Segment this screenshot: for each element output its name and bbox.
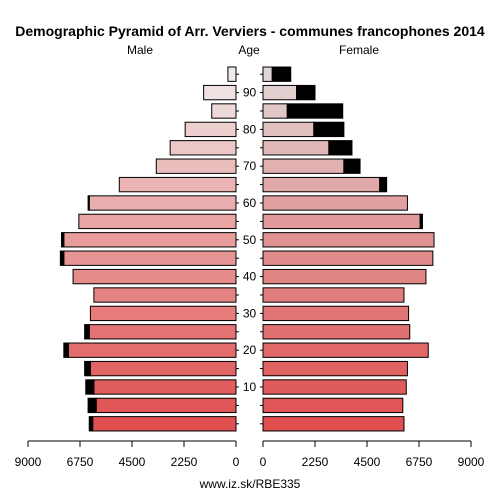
female-bar (262, 158, 345, 174)
female-bar (262, 84, 298, 101)
male-x-tick-label: 2250 (171, 455, 198, 469)
male-excess-bar (59, 250, 65, 266)
female-bar (262, 250, 434, 266)
male-excess-bar (85, 379, 95, 395)
female-excess-bar (313, 121, 345, 138)
female-x-tick-label: 6750 (406, 455, 433, 469)
female-x-tick-label: 2250 (302, 455, 329, 469)
male-bar (118, 176, 237, 193)
male-bar (184, 121, 237, 138)
female-x-tick-label: 0 (260, 455, 267, 469)
male-bar (92, 416, 237, 432)
female-bar (262, 416, 405, 432)
male-bar (89, 360, 237, 377)
male-x-tick-label: 6750 (67, 455, 94, 469)
female-x-tick-label: 4500 (354, 455, 381, 469)
female-bar (262, 140, 330, 156)
female-bars (262, 66, 435, 432)
age-tick-label: 90 (243, 86, 257, 100)
female-bar (262, 360, 408, 377)
footer-url: www.iz.sk/RBE335 (199, 477, 301, 491)
female-label: Female (339, 43, 379, 57)
male-x-tick-label: 9000 (15, 455, 42, 469)
female-bar (262, 176, 381, 193)
male-x-tick-label: 0 (233, 455, 240, 469)
female-bar (262, 121, 315, 138)
female-bar (262, 324, 411, 340)
age-tick-label: 40 (243, 270, 257, 284)
male-bar (63, 232, 237, 248)
male-bar (93, 287, 237, 303)
female-bar (262, 232, 435, 248)
age-tick-label: 20 (243, 343, 257, 357)
male-bar (211, 103, 237, 119)
age-tick-label: 10 (243, 380, 257, 394)
male-bar (93, 379, 237, 395)
male-excess-bar (87, 195, 90, 211)
female-excess-bar (328, 140, 353, 156)
age-tick-label: 60 (243, 196, 257, 210)
female-excess-bar (296, 84, 316, 101)
male-bar (88, 324, 237, 340)
male-excess-bar (88, 416, 94, 432)
male-excess-bar (87, 397, 97, 414)
male-bar (63, 250, 237, 266)
male-bar (169, 140, 237, 156)
female-x-tick-label: 9000 (458, 455, 485, 469)
age-tick-label: 80 (243, 122, 257, 136)
male-excess-bar (61, 232, 65, 248)
tick-labels: 9000 6750 4500 2250 0 0 2250 4500 6750 9000 90 80 70… (15, 86, 485, 469)
male-excess-bar (63, 342, 69, 358)
male-bar (72, 268, 237, 285)
female-bar (262, 305, 410, 322)
male-excess-bar (84, 324, 90, 340)
age-label: Age (238, 43, 260, 57)
female-bar (262, 213, 421, 230)
female-bar (262, 66, 273, 82)
female-excess-bar (379, 176, 388, 193)
male-bar (155, 158, 237, 174)
female-bar (262, 103, 288, 119)
male-bars (59, 66, 237, 432)
female-excess-bar (419, 213, 423, 230)
male-label: Male (127, 43, 153, 57)
axes (27, 73, 472, 447)
age-tick-label: 70 (243, 159, 257, 173)
male-bar (203, 84, 237, 101)
female-excess-bar (286, 103, 344, 119)
female-bar (262, 287, 405, 303)
male-bar (89, 305, 237, 322)
female-excess-bar (271, 66, 292, 82)
chart-title: Demographic Pyramid of Arr. Verviers - c… (15, 23, 485, 39)
male-bar (227, 66, 237, 82)
female-excess-bar (343, 158, 361, 174)
male-bar (95, 397, 237, 414)
female-bar (262, 268, 427, 285)
female-bar (262, 342, 429, 358)
age-tick-label: 30 (243, 306, 257, 320)
age-tick-label: 50 (243, 233, 257, 247)
female-bar (262, 195, 408, 211)
male-bar (67, 342, 237, 358)
male-x-tick-label: 4500 (119, 455, 146, 469)
male-bar (88, 195, 237, 211)
female-bar (262, 379, 407, 395)
female-bar (262, 397, 404, 414)
male-bar (78, 213, 237, 230)
male-excess-bar (84, 360, 91, 377)
